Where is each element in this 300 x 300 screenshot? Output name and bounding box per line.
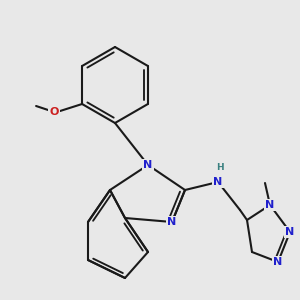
Text: N: N <box>167 217 177 227</box>
Text: N: N <box>285 227 295 237</box>
Text: H: H <box>216 164 224 172</box>
Text: N: N <box>143 160 153 170</box>
Text: N: N <box>266 200 274 210</box>
Text: N: N <box>273 257 283 267</box>
Text: N: N <box>213 177 223 187</box>
Text: O: O <box>50 107 59 117</box>
